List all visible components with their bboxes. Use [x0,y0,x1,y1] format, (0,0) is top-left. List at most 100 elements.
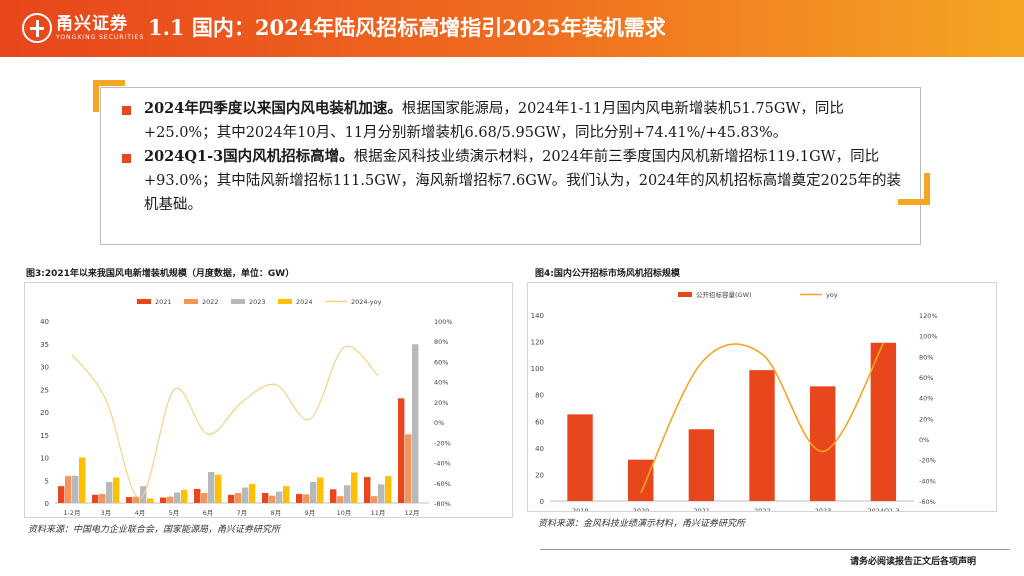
y-left-tick-label: 10 [40,455,49,463]
x-tick-label: 12月 [405,509,420,517]
y-left-tick-label: 5 [45,477,49,485]
y-right-tick-label: -20% [434,439,451,447]
bar-2021 [228,494,235,503]
y-left-tick-label: 0 [45,500,49,508]
bar-2022 [337,496,344,503]
x-tick-label: 2019 [572,507,589,511]
y-left-tick-label: 60 [535,418,544,426]
bar-2024 [283,486,290,503]
bullet-square-icon [122,106,131,115]
legend-label: 2021 [155,298,172,306]
bar-2021 [364,477,371,503]
bullet-heading: 2024Q1-3国内风机招标高增。 [144,148,354,165]
corner-decoration [924,173,930,205]
figure4-source: 资料来源：金风科技业绩演示材料，甬兴证券研究所 [538,519,746,529]
legend-swatch [137,299,151,304]
y-right-tick-label: 0% [434,419,444,427]
bar-公开招标容量(GW) [870,342,897,501]
y-left-tick-label: 20 [40,409,49,417]
y-right-tick-label: 80% [919,353,933,361]
y-right-tick-label: -40% [919,477,936,485]
y-right-tick-label: 60% [434,358,448,366]
logo-icon [22,13,52,43]
bar-2022 [167,496,174,503]
bar-2023 [412,344,419,503]
yoy-line [640,342,885,494]
bar-公开招标容量(GW) [628,459,654,501]
x-tick-label: 2021 [693,507,710,511]
x-tick-label: 2024Q1-3 [868,507,900,511]
bar-2024 [113,477,120,503]
y-right-tick-label: -20% [919,457,936,465]
bar-2022 [65,476,72,503]
bar-2022 [371,496,378,503]
legend-swatch [278,299,292,304]
figure4-chart: 0 20 40 60 80 100 120 140 -60% -40% -20% 0% 20% 40% 60… [531,290,938,515]
bar-2023 [72,475,79,503]
bar-2022 [201,492,208,503]
bar-2022 [303,494,310,503]
y-right-tick-label: 20% [919,415,933,423]
bar-公开招标容量(GW) [749,370,775,501]
y-right-tick-label: 80% [434,338,448,346]
y-left-tick-label: 100 [531,365,544,373]
figure3-chart: 0 5 10 15 20 25 30 35 40 -80% -60% -40% -20% 0% 20% 40%… [40,298,453,517]
x-tick-label: 7月 [237,509,248,517]
bar-公开招标容量(GW) [810,386,836,501]
bar-2021 [58,486,65,503]
y-right-tick-label: 0% [919,436,929,444]
bar-2024 [79,457,86,503]
bar-2021 [296,493,303,503]
y-left-tick-label: 15 [40,432,49,440]
y-left-tick-label: 140 [531,312,544,320]
y-right-tick-label: -80% [434,500,451,508]
bar-2021 [262,492,269,503]
bar-2023 [310,482,317,503]
bar-2023 [106,482,113,503]
disclaimer-footer: 请务必阅读报告正文后各项声明 [849,557,976,567]
corner-decoration [898,199,930,205]
bar-2023 [378,484,385,503]
brand-logo: 甬兴证券 YONGXING SECURITIES [22,12,144,44]
legend-swatch [184,299,198,304]
bullet-text: 根据国家能源局，2024年1-11月国内风电新增装机51.75GW，同比+25.… [144,101,844,141]
x-tick-label: 2020 [633,507,650,511]
x-tick-label: 10月 [337,509,352,517]
bar-2022 [99,493,106,503]
y-left-tick-label: 20 [535,471,544,479]
x-tick-label: 4月 [135,509,146,517]
page-header: 甬兴证券 YONGXING SECURITIES 1.1 国内：2024年陆风招… [0,0,1024,57]
corner-decoration [93,80,99,112]
x-tick-label: 8月 [271,509,282,517]
figure3-chart-frame: 0 5 10 15 20 25 30 35 40 -80% -60% -40% -20% 0% 20% 40%… [24,282,513,518]
y-left-tick-label: 80 [535,392,544,400]
legend-label: 2024 [296,298,313,306]
figure4-title: 图4:国内公开招标市场风机招标规模 [535,269,680,279]
x-tick-label: 2023 [815,507,832,511]
y-right-tick-label: 20% [434,399,448,407]
bar-2021 [398,398,405,503]
x-tick-label: 6月 [203,509,214,517]
y-left-tick-label: 120 [531,339,544,347]
y-left-tick-label: 40 [535,445,544,453]
footer-divider [540,549,1010,550]
bar-2021 [160,497,167,503]
x-tick-label: 9月 [305,509,316,517]
bar-公开招标容量(GW) [688,429,715,501]
bar-2024 [351,472,358,503]
bar-2024 [215,474,222,503]
y-right-tick-label: 120% [919,312,938,320]
page-title: 1.1 国内：2024年陆风招标高增指引2025年装机需求 [148,15,666,40]
x-tick-label: 1-2月 [63,509,80,517]
legend-label: yoy [826,291,838,299]
y-left-tick-label: 40 [40,318,49,326]
bar-2023 [344,485,351,503]
bar-公开招标容量(GW) [567,414,593,501]
y-right-tick-label: 40% [919,395,933,403]
logo-name: 甬兴证券 [56,14,128,34]
y-right-tick-label: 40% [434,379,448,387]
summary-bullet: 2024Q1-3国内风机招标高增。根据金风科技业绩演示材料，2024年前三季度国… [122,145,904,217]
x-tick-label: 2022 [754,507,771,511]
bar-2023 [208,472,215,503]
corner-decoration [93,80,125,86]
